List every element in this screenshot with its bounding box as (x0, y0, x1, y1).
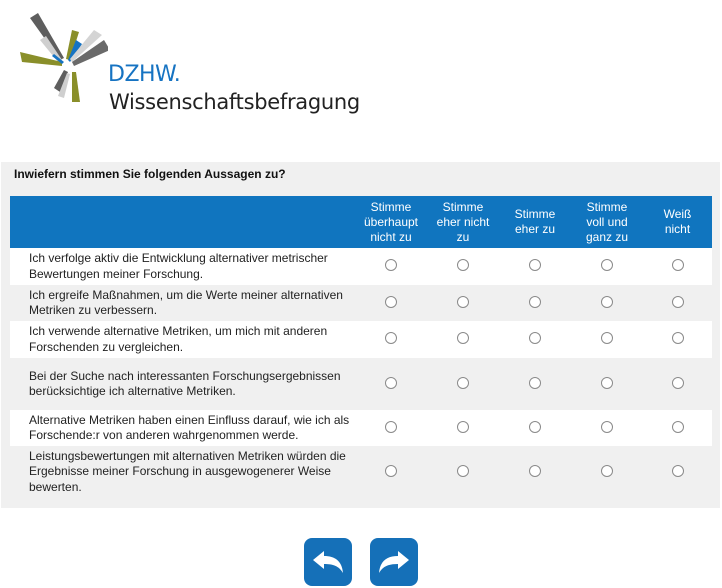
radio-option-dont-know[interactable] (671, 259, 684, 271)
radio-option-4[interactable] (601, 295, 613, 308)
matrix-row: Bei der Suche nach interessanten Forschu… (10, 358, 712, 410)
radio-option-3[interactable] (529, 295, 541, 308)
column-header-rather-disagree: Stimme eher nicht zu (427, 196, 499, 248)
header-line: eher zu (514, 222, 556, 236)
header-line: Stimme (514, 207, 556, 221)
radio-option-1[interactable] (385, 295, 397, 308)
radio-option-1[interactable] (385, 259, 397, 271)
column-header-strongly-agree: Stimme voll und ganz zu (571, 196, 643, 248)
header-line: Stimme (370, 199, 412, 214)
radio-option-2[interactable] (457, 464, 469, 477)
radio-option-dont-know[interactable] (671, 376, 684, 389)
radio-option-dont-know[interactable] (671, 295, 684, 308)
radio-option-2[interactable] (457, 332, 469, 344)
column-header-rather-agree: Stimme eher zu (499, 196, 571, 248)
item-label: Alternative Metriken haben einen Einflus… (10, 410, 355, 446)
header-line: Weiß (663, 207, 692, 221)
item-label: Ich verfolge aktiv die Entwicklung alter… (10, 248, 355, 285)
header-line: Stimme (586, 199, 628, 214)
forward-arrow-icon (379, 551, 409, 573)
radio-option-4[interactable] (601, 332, 613, 344)
matrix-row: Alternative Metriken haben einen Einflus… (10, 410, 712, 446)
item-label: Ich ergreife Maßnahmen, um die Werte mei… (10, 285, 355, 321)
matrix-row: Ich verwende alternative Metriken, um mi… (10, 321, 712, 358)
matrix-row: Ich ergreife Maßnahmen, um die Werte mei… (10, 285, 712, 321)
radio-option-3[interactable] (529, 332, 541, 344)
rating-matrix: Stimme überhaupt nicht zu Stimme eher ni… (10, 196, 712, 498)
matrix-row: Ich verfolge aktiv die Entwicklung alter… (10, 248, 712, 285)
header-line: Stimme (442, 199, 484, 214)
column-header-strongly-disagree: Stimme überhaupt nicht zu (355, 196, 427, 248)
back-arrow-icon (313, 551, 343, 573)
radio-option-dont-know[interactable] (671, 420, 684, 433)
radio-option-dont-know[interactable] (671, 464, 684, 477)
question-title: Inwiefern stimmen Sie folgenden Aussagen… (14, 167, 286, 181)
dzhw-logo: DZHW. Wissenschaftsbefragung (18, 10, 360, 114)
radio-option-1[interactable] (385, 376, 397, 389)
radio-option-2[interactable] (457, 259, 469, 271)
radio-option-2[interactable] (457, 295, 469, 308)
header-line: ganz zu (585, 229, 629, 244)
back-button[interactable] (304, 538, 352, 586)
radio-option-1[interactable] (385, 464, 397, 477)
radio-option-4[interactable] (601, 259, 613, 271)
header-line: voll und (586, 214, 628, 229)
radio-option-4[interactable] (601, 420, 613, 433)
radio-option-4[interactable] (601, 376, 613, 389)
radio-option-4[interactable] (601, 464, 613, 477)
radio-option-3[interactable] (529, 376, 541, 389)
radio-option-3[interactable] (529, 464, 541, 477)
radio-option-2[interactable] (457, 376, 469, 389)
logo-brand-text: DZHW. (108, 62, 181, 87)
matrix-header-blank (10, 196, 355, 248)
radio-option-1[interactable] (385, 420, 397, 433)
radio-option-3[interactable] (529, 420, 541, 433)
item-label: Ich verwende alternative Metriken, um mi… (10, 321, 355, 358)
logo-name-text: Wissenschaftsbefragung (109, 90, 360, 114)
radio-option-3[interactable] (529, 259, 541, 271)
next-button[interactable] (370, 538, 418, 586)
column-header-dont-know: Weiß nicht (643, 196, 712, 248)
radio-option-1[interactable] (385, 332, 397, 344)
radio-option-2[interactable] (457, 420, 469, 433)
header-line: nicht (664, 222, 691, 236)
logo-burst-icon (20, 13, 108, 102)
header-line: nicht zu (370, 229, 412, 244)
header-line: zu (456, 229, 470, 244)
item-label: Leistungsbewertungen mit alternativen Me… (10, 446, 355, 498)
header-line: eher nicht (436, 214, 490, 229)
radio-option-dont-know[interactable] (671, 332, 684, 344)
header-line: überhaupt (363, 214, 419, 229)
matrix-row: Leistungsbewertungen mit alternativen Me… (10, 446, 712, 498)
item-label: Bei der Suche nach interessanten Forschu… (10, 358, 355, 410)
matrix-header-row: Stimme überhaupt nicht zu Stimme eher ni… (10, 196, 712, 248)
